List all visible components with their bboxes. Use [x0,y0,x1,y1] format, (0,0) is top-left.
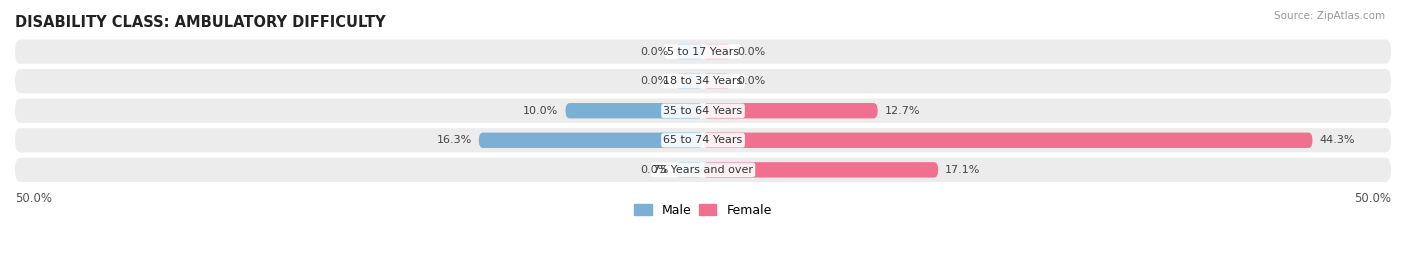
Text: 18 to 34 Years: 18 to 34 Years [664,76,742,86]
Text: 50.0%: 50.0% [1354,192,1391,205]
Text: 16.3%: 16.3% [437,135,472,145]
Text: Source: ZipAtlas.com: Source: ZipAtlas.com [1274,11,1385,21]
Text: 65 to 74 Years: 65 to 74 Years [664,135,742,145]
FancyBboxPatch shape [703,162,938,178]
FancyBboxPatch shape [15,99,1391,123]
Legend: Male, Female: Male, Female [630,199,776,222]
Text: 12.7%: 12.7% [884,106,920,116]
FancyBboxPatch shape [565,103,703,118]
Text: 50.0%: 50.0% [15,192,52,205]
FancyBboxPatch shape [15,128,1391,153]
FancyBboxPatch shape [478,133,703,148]
Text: 17.1%: 17.1% [945,165,980,175]
FancyBboxPatch shape [15,69,1391,93]
Text: 0.0%: 0.0% [737,76,766,86]
Text: 0.0%: 0.0% [640,165,669,175]
FancyBboxPatch shape [15,158,1391,182]
Text: 10.0%: 10.0% [523,106,558,116]
FancyBboxPatch shape [15,40,1391,64]
Text: 0.0%: 0.0% [640,76,669,86]
FancyBboxPatch shape [703,44,731,59]
Text: 75 Years and over: 75 Years and over [652,165,754,175]
FancyBboxPatch shape [675,162,703,178]
FancyBboxPatch shape [703,103,877,118]
Text: 0.0%: 0.0% [737,47,766,56]
FancyBboxPatch shape [675,73,703,89]
Text: 35 to 64 Years: 35 to 64 Years [664,106,742,116]
Text: DISABILITY CLASS: AMBULATORY DIFFICULTY: DISABILITY CLASS: AMBULATORY DIFFICULTY [15,15,385,30]
FancyBboxPatch shape [675,44,703,59]
Text: 0.0%: 0.0% [640,47,669,56]
Text: 5 to 17 Years: 5 to 17 Years [666,47,740,56]
FancyBboxPatch shape [703,133,1313,148]
Text: 44.3%: 44.3% [1319,135,1355,145]
FancyBboxPatch shape [703,73,731,89]
